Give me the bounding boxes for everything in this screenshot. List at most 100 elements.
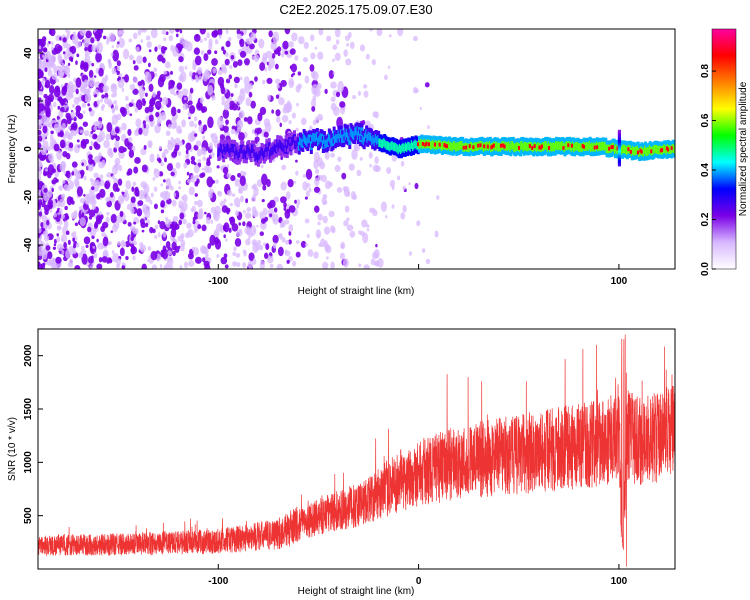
- spectrogram-noise-blob: [49, 208, 53, 214]
- spectrogram-noise-blob: [358, 263, 362, 268]
- spectrogram-noise-blob: [55, 34, 61, 42]
- spectrogram-noise-blob: [121, 87, 125, 92]
- spectrogram-noise-blob: [38, 246, 44, 257]
- spectrogram-noise-blob: [182, 88, 189, 97]
- spectrogram-noise-blob: [93, 251, 98, 259]
- spectrogram-noise-blob: [129, 83, 136, 91]
- spectrogram-noise-blob: [288, 230, 292, 236]
- spectrogram-noise-blob: [132, 255, 136, 261]
- spectrogram-noise-blob: [224, 58, 230, 66]
- spectrogram-noise-blob: [46, 219, 50, 226]
- spectrogram-noise-blob: [309, 34, 315, 42]
- spectrogram-noise-blob: [194, 55, 202, 66]
- spectrogram-noise-blob: [132, 102, 137, 108]
- spectrogram-noise-blob: [177, 108, 181, 114]
- spectrogram-noise-blob: [287, 179, 294, 188]
- spectrogram-noise-blob: [81, 94, 86, 102]
- spectrogram-noise-blob: [98, 257, 103, 263]
- spectrogram-noise-blob: [200, 147, 207, 154]
- spectrogram-noise-blob: [153, 67, 158, 73]
- spectrogram-noise-blob: [81, 212, 85, 218]
- spectrogram-noise-blob: [205, 216, 211, 225]
- spectrogram-noise-blob: [108, 62, 112, 69]
- spectrogram-noise-blob: [330, 96, 336, 103]
- spectrogram-noise-blob: [198, 75, 203, 81]
- spectrogram-noise-blob: [225, 119, 229, 125]
- spectrogram-noise-blob: [56, 150, 63, 161]
- spectrogram-noise-blob: [113, 100, 118, 105]
- spectrogram-noise-blob: [38, 129, 42, 136]
- spectrogram-noise-blob: [436, 195, 440, 200]
- spectrogram-noise-blob: [150, 192, 154, 198]
- spectrogram-noise-blob: [259, 231, 264, 237]
- spectrogram-noise-blob: [199, 38, 203, 44]
- spectrogram-noise-blob: [239, 175, 246, 186]
- spectrogram-noise-blob: [372, 209, 378, 217]
- spectrogram-noise-blob: [343, 220, 349, 227]
- spectrogram-noise-blob: [179, 265, 183, 269]
- spectrogram-noise-blob: [163, 148, 169, 155]
- spectrogram-noise-blob: [161, 29, 167, 35]
- spectrogram-noise-blob: [312, 119, 317, 126]
- spectrogram-noise-blob: [218, 34, 222, 39]
- spectrogram-noise-blob: [189, 87, 194, 94]
- spectrogram-noise-blob: [245, 38, 249, 43]
- spectrogram-noise-blob: [83, 37, 90, 48]
- spectrogram-noise-blob: [58, 56, 63, 65]
- spectrogram-noise-blob: [81, 162, 84, 166]
- spectrogram-noise-blob: [214, 135, 218, 140]
- spectrogram-noise-blob: [288, 77, 295, 89]
- spectrogram-noise-blob: [188, 120, 195, 128]
- spectrogram-noise-blob: [172, 46, 179, 57]
- spectrogram-noise-blob: [105, 216, 110, 224]
- spectrogram-noise-blob: [107, 257, 112, 262]
- spectrogram-noise-blob: [204, 211, 207, 215]
- colorbar-gradient: [711, 28, 737, 270]
- spectrogram-noise-blob: [289, 48, 296, 55]
- spectrogram-noise-blob: [101, 256, 108, 263]
- spectrogram-noise-blob: [192, 63, 197, 71]
- spectrogram-noise-blob: [142, 120, 146, 126]
- spectrogram-noise-blob: [43, 187, 48, 193]
- spectrogram-noise-blob: [168, 264, 174, 269]
- spectrogram-noise-blob: [87, 162, 94, 172]
- spectrogram-noise-blob: [41, 134, 46, 140]
- spectrogram-noise-blob: [194, 193, 198, 197]
- spectrogram-noise-blob: [65, 104, 69, 108]
- spectrogram-noise-blob: [75, 60, 78, 65]
- spectrogram-noise-blob: [87, 103, 91, 107]
- spectrogram-noise-blob: [163, 179, 166, 183]
- spectrogram-noise-blob: [242, 221, 246, 227]
- spectrogram-noise-blob: [317, 221, 321, 226]
- spectrogram-noise-blob: [103, 86, 107, 93]
- spectrogram-noise-blob: [106, 174, 109, 177]
- spectrogram-noise-blob: [352, 95, 357, 100]
- spectrogram-noise-blob: [70, 84, 77, 93]
- spectrogram-noise-blob: [219, 200, 226, 207]
- spectrogram-noise-blob: [72, 249, 77, 255]
- spectrogram-noise-blob: [318, 242, 322, 248]
- spectrogram-noise-blob: [339, 101, 346, 108]
- spectrogram-noise-blob: [149, 99, 156, 107]
- spectrogram-noise-blob: [288, 205, 296, 213]
- snr-x-tick-label: 100: [611, 576, 628, 587]
- chart-title: C2E2.2025.175.09.07.E30: [279, 2, 432, 17]
- spectrogram-noise-blob: [236, 29, 241, 35]
- spectrogram-noise-blob: [284, 50, 289, 55]
- spectrogram-noise-blob: [145, 92, 148, 97]
- spectrogram-noise-blob: [229, 216, 236, 226]
- spectrogram-noise-blob: [211, 58, 218, 66]
- spectrogram-noise-blob: [254, 139, 258, 144]
- spectrogram-noise-blob: [208, 190, 213, 199]
- spectrogram-noise-blob: [91, 204, 97, 210]
- spectrogram-noise-blob: [274, 63, 279, 70]
- spectrogram-noise-blob: [115, 135, 120, 142]
- spectrogram-noise-blob: [116, 113, 122, 121]
- spectrogram-noise-blob: [59, 139, 66, 149]
- spectrogram-noise-blob: [308, 187, 312, 193]
- snr-frame: [37, 328, 676, 570]
- spectrogram-noise-blob: [312, 71, 319, 81]
- spectrogram-noise-blob: [114, 104, 119, 111]
- spectrogram-noise-blob: [330, 261, 335, 269]
- spectrogram-noise-blob: [201, 167, 205, 171]
